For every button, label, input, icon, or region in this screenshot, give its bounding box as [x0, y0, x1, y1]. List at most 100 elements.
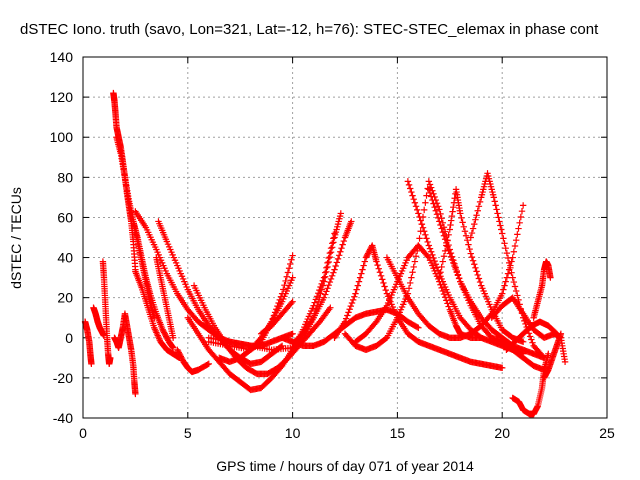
data-point: [327, 304, 334, 311]
data-point: [512, 287, 520, 295]
data-point: [499, 230, 506, 237]
data-point: [443, 242, 450, 249]
data-point: [348, 218, 355, 225]
data-point: [508, 269, 515, 276]
data-point: [380, 279, 387, 287]
data-point: [526, 333, 534, 340]
data-point: [327, 249, 335, 256]
data-point: [557, 330, 565, 337]
data-point: [504, 254, 512, 262]
data-point: [444, 300, 451, 307]
data-point: [519, 338, 527, 345]
data-point: [424, 185, 431, 192]
data-series: [174, 346, 212, 376]
data-point: [431, 203, 438, 211]
data-point: [467, 234, 474, 241]
data-point: [547, 274, 554, 281]
data-point: [451, 262, 458, 270]
data-point: [471, 220, 478, 228]
data-point: [459, 219, 466, 226]
data-point: [450, 203, 457, 211]
data-point: [341, 318, 349, 325]
data-point: [464, 236, 471, 244]
data-point: [445, 303, 452, 310]
data-point: [472, 216, 479, 223]
data-point: [411, 258, 419, 265]
data-point: [324, 285, 331, 292]
data-point: [411, 199, 419, 206]
data-point: [451, 195, 458, 202]
data-point: [317, 290, 324, 297]
data-point: [438, 284, 445, 292]
data-point: [467, 250, 474, 257]
data-point: [407, 279, 414, 287]
data-point: [469, 257, 477, 264]
data-point: [471, 261, 478, 268]
data-point: [429, 251, 436, 259]
data-point: [436, 218, 443, 225]
data-point: [169, 344, 177, 352]
data-point: [276, 296, 283, 304]
data-point: [515, 225, 522, 232]
data-point: [461, 228, 469, 235]
data-point: [320, 278, 328, 285]
data-point: [351, 293, 358, 300]
data-point: [509, 274, 516, 281]
data-point: [320, 294, 328, 301]
data-point: [446, 250, 453, 257]
data-point: [449, 208, 456, 215]
data-point: [424, 253, 431, 260]
data-point: [359, 266, 366, 273]
data-point: [322, 273, 329, 280]
data-point: [510, 278, 518, 286]
data-point: [444, 243, 451, 250]
y-axis-label: dSTEC / TECUs: [8, 187, 24, 289]
data-point: [503, 274, 511, 281]
data-point: [447, 253, 455, 260]
data-point: [268, 318, 275, 325]
data-point: [284, 269, 292, 276]
data-point: [410, 263, 417, 271]
data-point: [360, 262, 367, 269]
data-point: [132, 390, 139, 398]
data-series: [190, 282, 334, 378]
data-point: [561, 358, 569, 366]
data-point: [410, 195, 417, 203]
data-point: [340, 237, 348, 245]
data-point: [423, 235, 430, 242]
data-point: [277, 293, 285, 300]
data-point: [337, 248, 344, 255]
data-point: [453, 269, 460, 276]
data-point: [528, 336, 535, 343]
data-point: [436, 206, 443, 213]
data-point: [434, 203, 442, 210]
data-point: [468, 229, 476, 237]
data-point: [330, 269, 337, 276]
tick-labels: 0 5 10 15 20 25 -40 -20 0 20 40 60 80 100 120 140: [50, 49, 615, 441]
data-point: [352, 290, 359, 297]
data-series: [132, 268, 183, 362]
data-point: [446, 226, 453, 233]
data-point: [434, 214, 442, 222]
data-point: [426, 189, 434, 197]
data-points: [81, 89, 569, 418]
data-point: [289, 274, 296, 281]
data-point: [289, 330, 296, 337]
data-point: [379, 276, 386, 283]
data-point: [323, 268, 330, 276]
data-point: [514, 231, 521, 238]
data-point: [169, 334, 177, 341]
data-point: [516, 219, 523, 226]
data-series: [153, 254, 177, 341]
data-point: [427, 248, 435, 255]
data-point: [472, 264, 479, 272]
data-point: [419, 224, 427, 231]
y-tick-label: 60: [57, 209, 73, 225]
data-point: [332, 262, 339, 270]
data-point: [270, 312, 278, 319]
data-series: [257, 298, 296, 337]
x-tick-label: 20: [494, 425, 510, 441]
data-point: [346, 306, 353, 313]
data-point: [319, 282, 327, 289]
data-point: [349, 296, 357, 304]
